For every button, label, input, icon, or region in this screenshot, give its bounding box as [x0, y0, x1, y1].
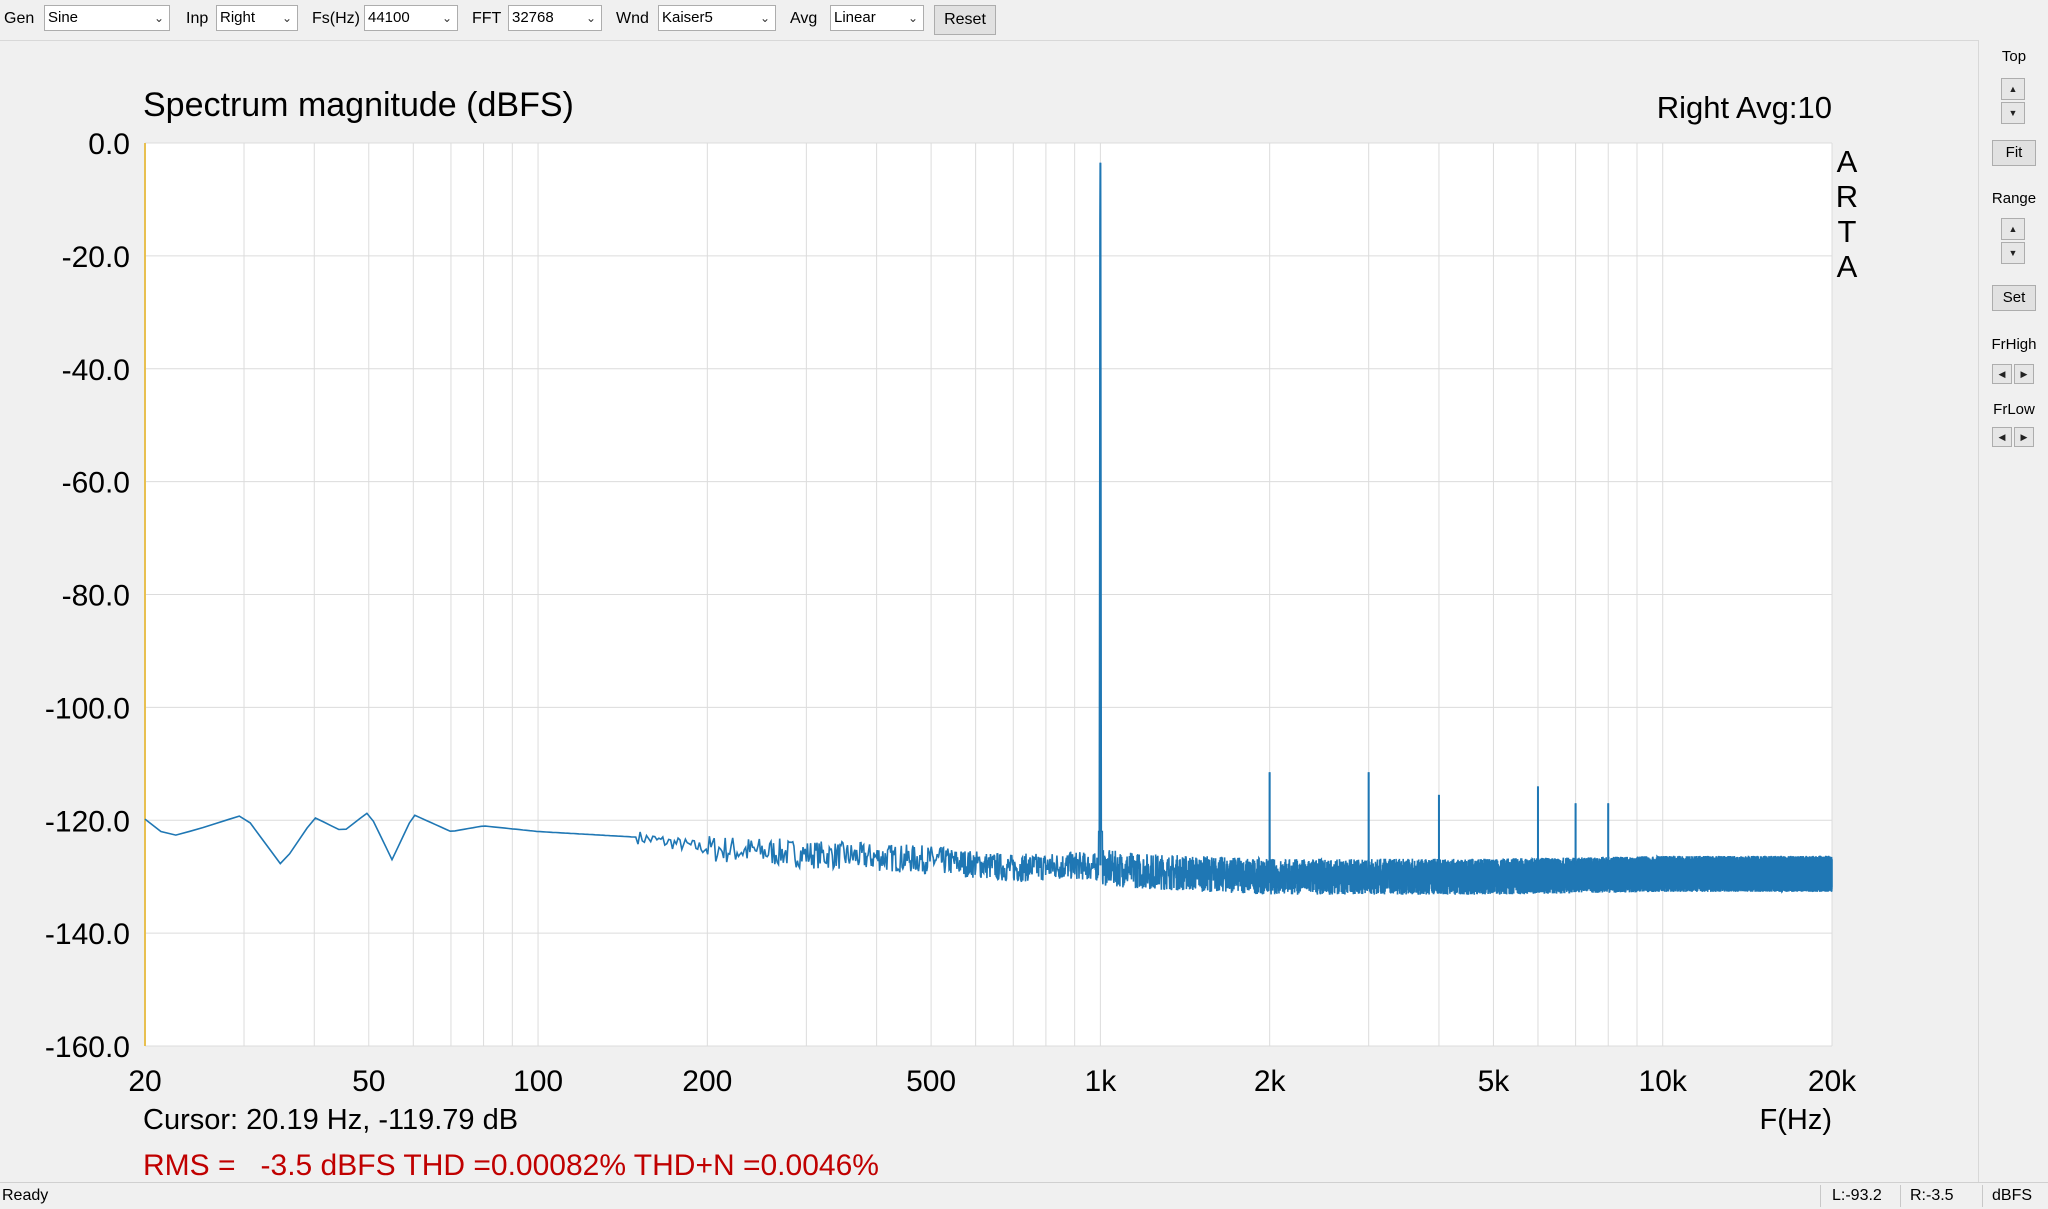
fs-label: Fs(Hz)	[312, 10, 360, 27]
status-left-level: L:-93.2	[1832, 1187, 1882, 1204]
frhigh-right-button[interactable]: ▶	[2014, 364, 2034, 384]
right-control-panel: Top ▲ ▼ Fit Range ▲ ▼ Set FrHigh ◀ ▶ FrL…	[1978, 40, 2048, 1182]
fft-select[interactable]: 32768 ⌄	[508, 5, 602, 31]
x-axis-unit: F(Hz)	[1760, 1104, 1832, 1136]
x-tick-label: 5k	[1478, 1065, 1511, 1098]
x-tick-label: 50	[352, 1065, 385, 1098]
x-tick-label: 10k	[1639, 1065, 1688, 1098]
inp-select[interactable]: Right ⌄	[216, 5, 298, 31]
status-right-level: R:-3.5	[1910, 1187, 1954, 1204]
status-ready: Ready	[2, 1187, 49, 1204]
chevron-down-icon: ⌄	[907, 11, 918, 25]
x-tick-label: 2k	[1254, 1065, 1287, 1098]
toolbar: Gen Sine ⌄ Inp Right ⌄ Fs(Hz) 44100 ⌄ FF…	[0, 0, 2048, 41]
frlow-label: FrLow	[1993, 401, 2035, 418]
wnd-select-value: Kaiser5	[662, 9, 713, 26]
y-tick-label: -60.0	[62, 467, 130, 500]
range-label: Range	[1991, 190, 2037, 207]
x-tick-label: 20	[128, 1065, 161, 1098]
status-separator	[1900, 1185, 1901, 1207]
y-tick-label: -160.0	[45, 1031, 130, 1064]
status-unit: dBFS	[1992, 1187, 2033, 1204]
top-label: Top	[2001, 48, 2027, 65]
set-button[interactable]: Set	[1992, 285, 2036, 311]
frlow-right-button[interactable]: ▶	[2014, 427, 2034, 447]
avg-select[interactable]: Linear ⌄	[830, 5, 924, 31]
x-tick-labels: 20 50 100 200 500 1k 2k 5k 10k 20k	[128, 1065, 1857, 1098]
spectrum-chart[interactable]: 0.0 -20.0 -40.0 -60.0 -80.0 -100.0 -120.0 -140.…	[0, 42, 1978, 1182]
status-separator	[1820, 1185, 1821, 1207]
x-tick-label: 20k	[1808, 1065, 1857, 1098]
frhigh-left-button[interactable]: ◀	[1992, 364, 2012, 384]
y-tick-label: -20.0	[62, 241, 130, 274]
horizontal-grid	[145, 142, 1832, 1047]
brand-letter: R	[1836, 179, 1858, 214]
inp-label: Inp	[186, 10, 209, 27]
wnd-select[interactable]: Kaiser5 ⌄	[658, 5, 776, 31]
fs-select[interactable]: 44100 ⌄	[364, 5, 458, 31]
chevron-down-icon: ⌄	[585, 11, 596, 25]
frhigh-label: FrHigh	[1991, 336, 2037, 353]
wnd-label: Wnd	[616, 10, 649, 27]
inp-select-value: Right	[220, 9, 256, 26]
top-up-button[interactable]: ▲	[2001, 78, 2025, 100]
x-tick-label: 500	[906, 1065, 956, 1098]
chevron-down-icon: ⌄	[441, 11, 452, 25]
avg-label: Avg	[790, 10, 818, 27]
y-tick-label: -100.0	[45, 692, 130, 725]
y-tick-labels: 0.0 -20.0 -40.0 -60.0 -80.0 -100.0 -120.0 -140.…	[45, 128, 130, 1064]
spectrum-trace	[144, 162, 1833, 895]
chart-title: Spectrum magnitude (dBFS)	[143, 86, 574, 124]
spectrum-trace-line	[144, 162, 1833, 895]
fs-select-value: 44100	[368, 9, 410, 26]
reset-button[interactable]: Reset	[934, 5, 996, 35]
cursor-readout: Cursor: 20.19 Hz, -119.79 dB	[143, 1104, 518, 1136]
fft-select-value: 32768	[512, 9, 554, 26]
y-tick-label: -80.0	[62, 580, 130, 613]
fft-label: FFT	[472, 10, 502, 27]
y-tick-label: -120.0	[45, 805, 130, 838]
gen-select[interactable]: Sine ⌄	[44, 5, 170, 31]
y-tick-label: -140.0	[45, 918, 130, 951]
x-tick-label: 100	[513, 1065, 563, 1098]
y-tick-label: -40.0	[62, 354, 130, 387]
x-tick-label: 1k	[1085, 1065, 1118, 1098]
range-up-button[interactable]: ▲	[2001, 218, 2025, 240]
chevron-down-icon: ⌄	[759, 11, 770, 25]
spectrum-plot[interactable]: 0.0 -20.0 -40.0 -60.0 -80.0 -100.0 -120.0 -140.…	[0, 42, 1978, 1182]
gen-label: Gen	[4, 10, 35, 27]
brand-letter: A	[1837, 144, 1858, 179]
y-tick-label: 0.0	[88, 128, 130, 161]
brand-letter: T	[1838, 214, 1857, 249]
channel-avg-info: Right Avg:10	[1657, 90, 1832, 125]
status-bar: Ready L:-93.2 R:-3.5 dBFS	[0, 1182, 2048, 1209]
status-separator	[1982, 1185, 1983, 1207]
chevron-down-icon: ⌄	[153, 11, 164, 25]
measurement-summary: RMS = -3.5 dBFS THD =0.00082% THD+N =0.0…	[143, 1149, 879, 1182]
range-down-button[interactable]: ▼	[2001, 242, 2025, 264]
chevron-down-icon: ⌄	[281, 11, 292, 25]
gen-select-value: Sine	[48, 9, 79, 26]
avg-select-value: Linear	[834, 9, 876, 26]
brand-letter: A	[1837, 249, 1858, 284]
fit-button[interactable]: Fit	[1992, 140, 2036, 166]
x-tick-label: 200	[682, 1065, 732, 1098]
frlow-left-button[interactable]: ◀	[1992, 427, 2012, 447]
top-down-button[interactable]: ▼	[2001, 102, 2025, 124]
